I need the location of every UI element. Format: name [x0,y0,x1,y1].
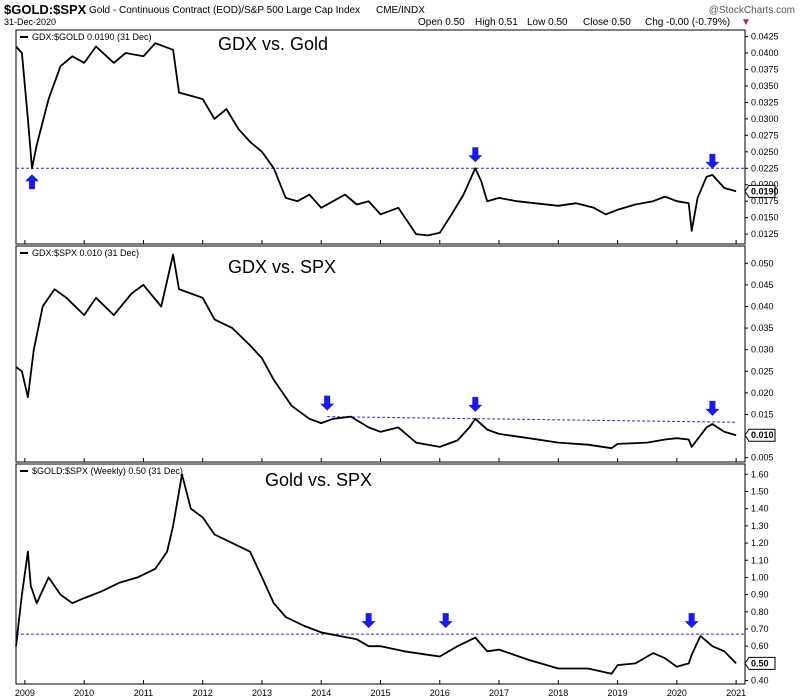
chart-date: 31-Dec-2020 [4,17,56,27]
panel-label: GDX:$GOLD 0.0190 (31 Dec) [32,32,152,42]
y-tick-label: 0.0425 [751,32,779,42]
y-tick-label: 0.015 [751,409,774,419]
y-tick-label: 0.0275 [751,130,779,140]
reference-line [327,416,737,423]
y-tick-label: 0.0200 [751,180,779,190]
x-tick-label: 2013 [252,688,272,698]
series-line [15,42,737,237]
y-tick-label: 0.90 [751,590,769,600]
arrow-down-marker [684,613,699,629]
last-value-label: 0.50 [751,658,769,668]
y-tick-label: 0.0175 [751,196,779,206]
y-tick-label: 0.0250 [751,147,779,157]
arrow-down-marker [438,613,453,629]
y-tick-label: 0.020 [751,388,774,398]
x-tick-label: 2019 [608,688,628,698]
x-tick-label: 2015 [370,688,390,698]
y-tick-label: 0.70 [751,624,769,634]
y-tick-label: 0.050 [751,258,774,268]
y-tick-label: 0.0150 [751,213,779,223]
y-tick-label: 0.005 [751,453,774,463]
quote-close: Close 0.50 [583,17,631,28]
brand-name: @StockCharts.com [709,5,795,16]
panel-frame [15,29,746,245]
y-tick-label: 0.0350 [751,81,779,91]
quote-low: Low 0.50 [527,17,568,28]
arrow-down-marker [705,400,720,416]
chart-symbol: $GOLD:$SPX [4,2,87,17]
last-value-label: 0.010 [751,430,774,440]
y-tick-label: 1.30 [751,521,769,531]
chart-panel-3: 1.60 1.50 1.40 1.30 1.20 1.10 1.00 0.90 0.80 0.70… [15,463,776,686]
y-tick-label: 0.030 [751,345,774,355]
x-tick-label: 2018 [548,688,568,698]
chart-description: Gold - Continuous Contract (EOD)/S&P 500… [89,5,360,16]
arrow-down-marker [468,396,483,412]
chart-panels: 0.0425 0.0400 0.0375 0.0350 0.0325 0.0300 0.02… [15,29,779,686]
last-value-box [744,184,776,198]
x-tick-label: 2010 [74,688,94,698]
quote-open: Open 0.50 [418,17,465,28]
x-tick-label: 2012 [193,688,213,698]
arrow-up-marker [25,174,40,190]
x-axis: 2009 2010 2011 2012 2013 2014 2015 2016 2017 2018… [15,688,746,698]
chart-panel-1: 0.0425 0.0400 0.0375 0.0350 0.0325 0.0300 0.02… [15,29,779,245]
y-tick-label: 1.40 [751,504,769,514]
y-tick-label: 1.60 [751,469,769,479]
y-tick-label: 1.20 [751,538,769,548]
arrow-down-marker [320,395,335,411]
y-tick-label: 0.0225 [751,163,779,173]
y-tick-label: 0.025 [751,366,774,376]
arrow-down-marker [468,147,483,163]
panel-label: GDX:$SPX 0.010 (31 Dec) [32,248,139,258]
y-tick-label: 1.50 [751,487,769,497]
y-tick-label: 0.0325 [751,97,779,107]
y-tick-label: 0.0375 [751,65,779,75]
x-tick-label: 2020 [667,688,687,698]
y-tick-label: 0.80 [751,607,769,617]
y-tick-label: 0.0125 [751,229,779,239]
y-tick-label: 0.035 [751,323,774,333]
x-tick-label: 2011 [134,688,153,698]
panel-title: GDX vs. SPX [228,257,336,277]
arrow-down-marker [705,153,720,169]
x-tick-label: 2009 [15,688,35,698]
y-tick-label: 1.10 [751,555,769,565]
x-tick-label: 2016 [430,688,450,698]
quote-change: Chg -0.00 (-0.79%) [645,17,730,28]
panel-frame [15,463,746,685]
y-tick-label: 0.0300 [751,114,779,124]
y-tick-label: 0.040 [751,301,774,311]
series-line [15,253,737,450]
y-tick-label: 1.00 [751,572,769,582]
panel-label: $GOLD:$SPX (Weekly) 0.50 (31 Dec) [32,466,183,476]
y-tick-label: 0.60 [751,641,769,651]
last-value-box [744,428,776,442]
arrow-down-marker [361,613,376,629]
y-tick-label: 0.40 [751,676,769,686]
series-line [15,473,737,675]
last-value-label: 0.0190 [751,186,779,196]
change-marker: ▼ [741,17,751,28]
y-tick-label: 0.045 [751,280,774,290]
last-value-box [744,656,776,670]
panel-frame [15,245,746,463]
chart-exchange: CME/INDX [376,5,425,16]
x-tick-label: 2021 [726,688,746,698]
chart-panel-2: 0.050 0.045 0.040 0.035 0.030 0.025 0.020 0.015… [15,245,776,463]
x-tick-label: 2017 [489,688,509,698]
panel-title: GDX vs. Gold [218,34,328,54]
quote-high: High 0.51 [475,17,518,28]
panel-title: Gold vs. SPX [265,470,372,490]
y-tick-label: 0.0400 [751,48,779,58]
x-tick-label: 2014 [311,688,331,698]
